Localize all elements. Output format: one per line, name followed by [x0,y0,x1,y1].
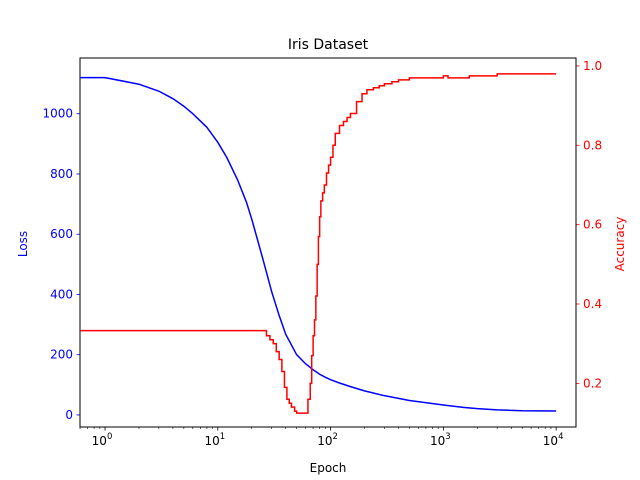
y-left-tick-label: 0 [65,408,73,422]
y-left-axis-label: Loss [16,231,30,257]
x-tick-exponent: 0 [107,432,112,442]
x-tick-exponent: 2 [333,432,338,442]
plot-lines [80,73,557,414]
y-right-tick-label: 0.6 [583,218,602,232]
accuracy-series-line [80,73,557,414]
y-left-tick-label: 600 [50,227,73,241]
plot-frame [79,57,577,428]
x-tick-exponent: 4 [558,432,563,442]
loss-series-line [80,76,557,412]
y-left-tick-label: 200 [50,348,73,362]
y-left-tick-label: 800 [50,167,73,181]
x-axis-label: Epoch [310,461,347,475]
y-right-tick-label: 0.4 [583,297,602,311]
y-right-tick-label: 1.0 [583,59,602,73]
y-right-tick-label: 0.8 [583,138,602,152]
y-left-tick-label: 400 [50,287,73,301]
x-tick-exponent: 1 [220,432,225,442]
x-tick-exponent: 3 [445,432,450,442]
chart-title: Iris Dataset [288,37,369,53]
y-left-tick-label: 1000 [42,107,73,121]
y-right-tick-label: 0.2 [583,376,602,390]
y-right-axis-label: Accuracy [613,217,627,272]
